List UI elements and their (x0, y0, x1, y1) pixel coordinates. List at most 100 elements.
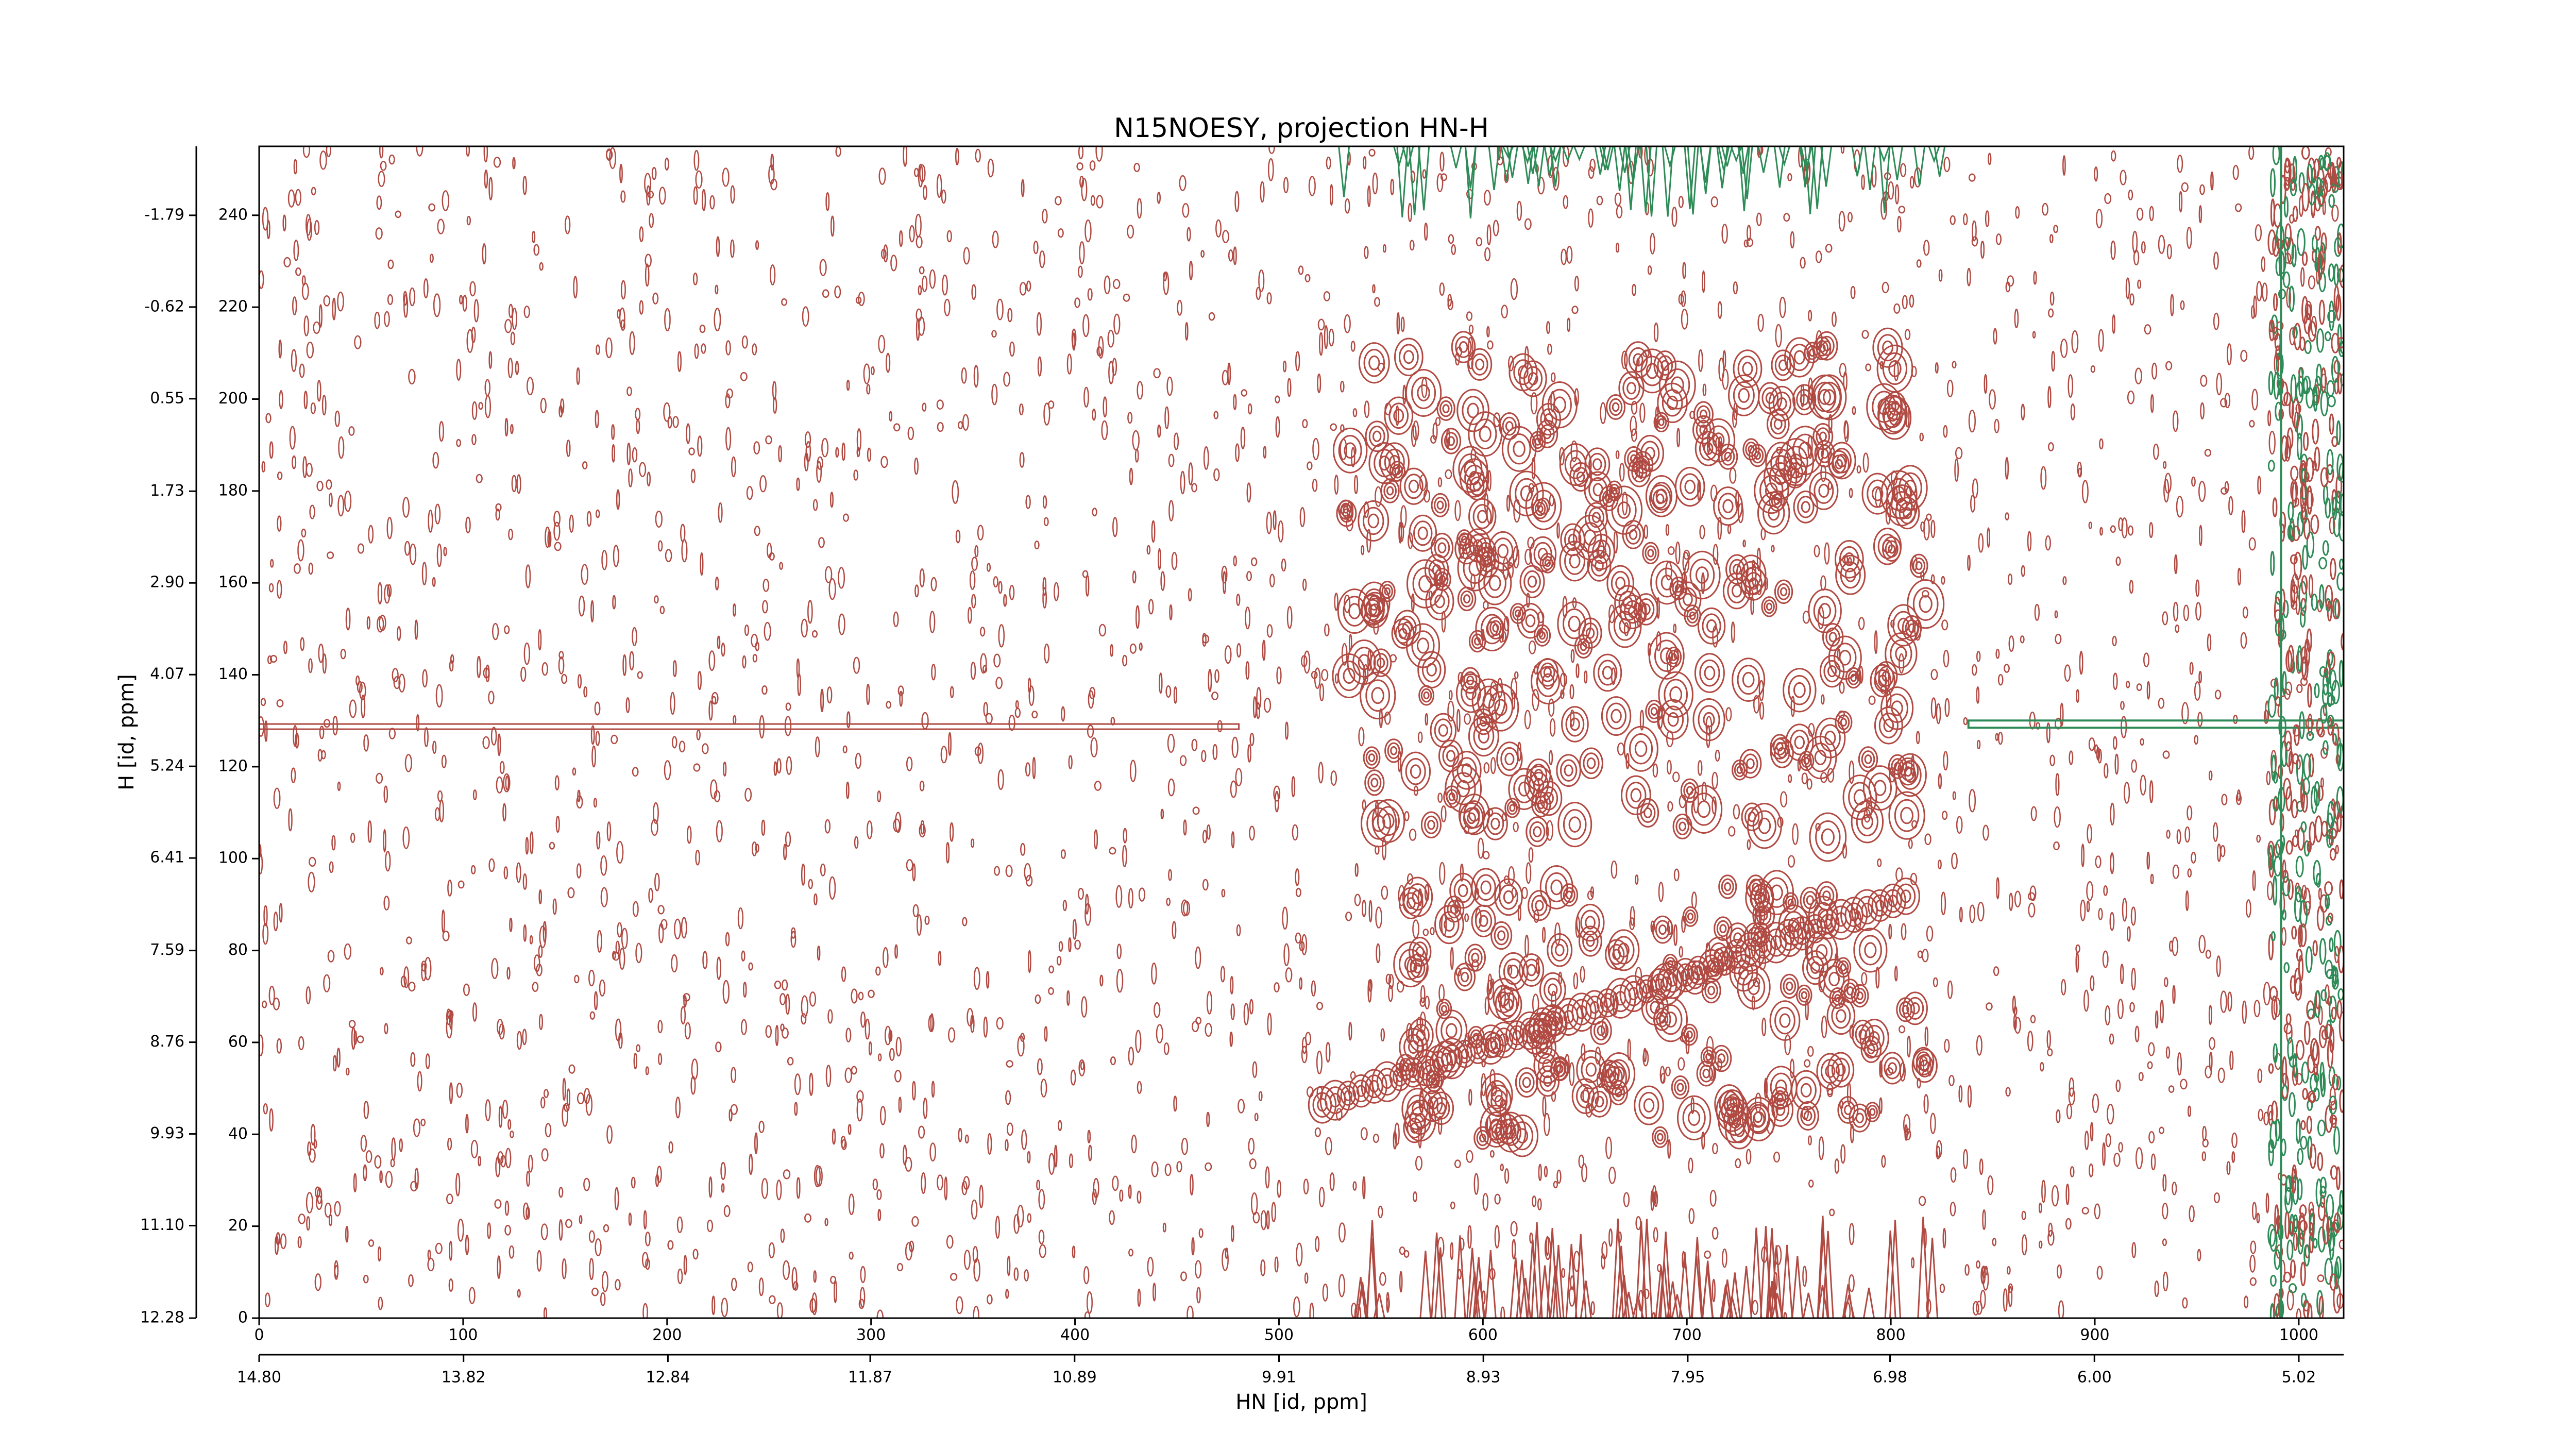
contour (809, 1298, 817, 1313)
contour (643, 1210, 647, 1230)
contour (2114, 753, 2119, 775)
contour (2109, 912, 2115, 931)
contour (1415, 1156, 1423, 1171)
contour (261, 461, 266, 473)
contour (1399, 467, 1428, 505)
contour (1180, 470, 1185, 495)
contour (1888, 923, 1892, 939)
contour (821, 437, 829, 458)
contour (539, 925, 547, 949)
contour (1478, 729, 1489, 744)
contour (2250, 305, 2256, 319)
contour (462, 295, 467, 312)
contour (1631, 428, 1637, 442)
contour (1362, 1176, 1366, 1200)
contour (1436, 999, 1452, 1019)
contour (1843, 420, 1849, 439)
contour (820, 688, 824, 713)
contour (1137, 1081, 1142, 1094)
spike (1612, 1218, 1624, 1318)
contour (1454, 963, 1476, 991)
contour (1436, 396, 1455, 421)
contour (2104, 193, 2112, 205)
contour (2077, 467, 2082, 478)
contour (1476, 1130, 1489, 1147)
x-tick-label: 0 (254, 1326, 264, 1344)
contour (1546, 321, 1550, 334)
contour (1658, 881, 1664, 902)
contour (1856, 807, 1879, 837)
contour (1783, 213, 1790, 222)
contour (2008, 1286, 2013, 1307)
contour (361, 695, 366, 718)
contour (2325, 984, 2330, 1004)
contour (1535, 1065, 1560, 1097)
contour (1663, 705, 1684, 734)
contour (1435, 417, 1441, 426)
contour (1553, 396, 1566, 413)
contour (2287, 501, 2294, 521)
contour (1699, 424, 1708, 435)
contour (1801, 772, 1808, 785)
contour (1874, 669, 1892, 693)
contour (987, 1294, 993, 1305)
contour (2307, 1090, 2316, 1103)
contour (424, 727, 429, 748)
contour (1926, 925, 1934, 942)
spike (1766, 1228, 1778, 1318)
contour (404, 541, 411, 556)
contour (1687, 913, 1694, 921)
contour (1416, 1029, 1426, 1041)
contour (1746, 758, 1755, 769)
contour (1256, 686, 1262, 710)
contour (506, 967, 511, 980)
contour (2039, 1240, 2043, 1249)
contour (820, 863, 826, 877)
contour (1025, 495, 1031, 509)
contour (1456, 709, 1461, 733)
contour (2201, 1151, 2207, 1161)
contour (781, 298, 787, 306)
contour (376, 772, 383, 784)
contour (740, 372, 748, 381)
contour (1803, 1110, 1812, 1122)
contour (656, 1166, 662, 1183)
contour (1367, 513, 1379, 529)
contour (1645, 699, 1663, 723)
contour (1398, 615, 1417, 641)
contour (1286, 605, 1293, 629)
contour (615, 1279, 621, 1291)
contour (2301, 182, 2310, 212)
contour (1818, 344, 1826, 353)
contour (2288, 1220, 2294, 1235)
contour (1560, 759, 1578, 782)
contour (1919, 1195, 1926, 1206)
contour (380, 160, 387, 171)
contour (2294, 891, 2302, 922)
contour (327, 950, 335, 963)
contour (2054, 610, 2058, 618)
contour (958, 421, 963, 430)
contour (2053, 841, 2060, 851)
contour (420, 1118, 426, 1126)
contour (675, 1097, 681, 1119)
contour (611, 424, 615, 440)
contour (1038, 1189, 1045, 1210)
contour (1617, 742, 1625, 756)
contour (642, 1303, 648, 1318)
contour (2069, 1077, 2075, 1097)
contour (499, 1023, 505, 1040)
contour (1446, 789, 1459, 805)
contour (465, 1235, 469, 1255)
contour (2332, 966, 2338, 985)
contour (2324, 331, 2331, 342)
contour (804, 1213, 811, 1223)
contour (560, 398, 565, 414)
contour (2153, 443, 2159, 460)
contour (1415, 946, 1425, 957)
contour (853, 656, 860, 674)
contour (2176, 496, 2184, 518)
contour (1054, 1144, 1058, 1168)
contour (1559, 443, 1592, 486)
contour (593, 798, 597, 808)
